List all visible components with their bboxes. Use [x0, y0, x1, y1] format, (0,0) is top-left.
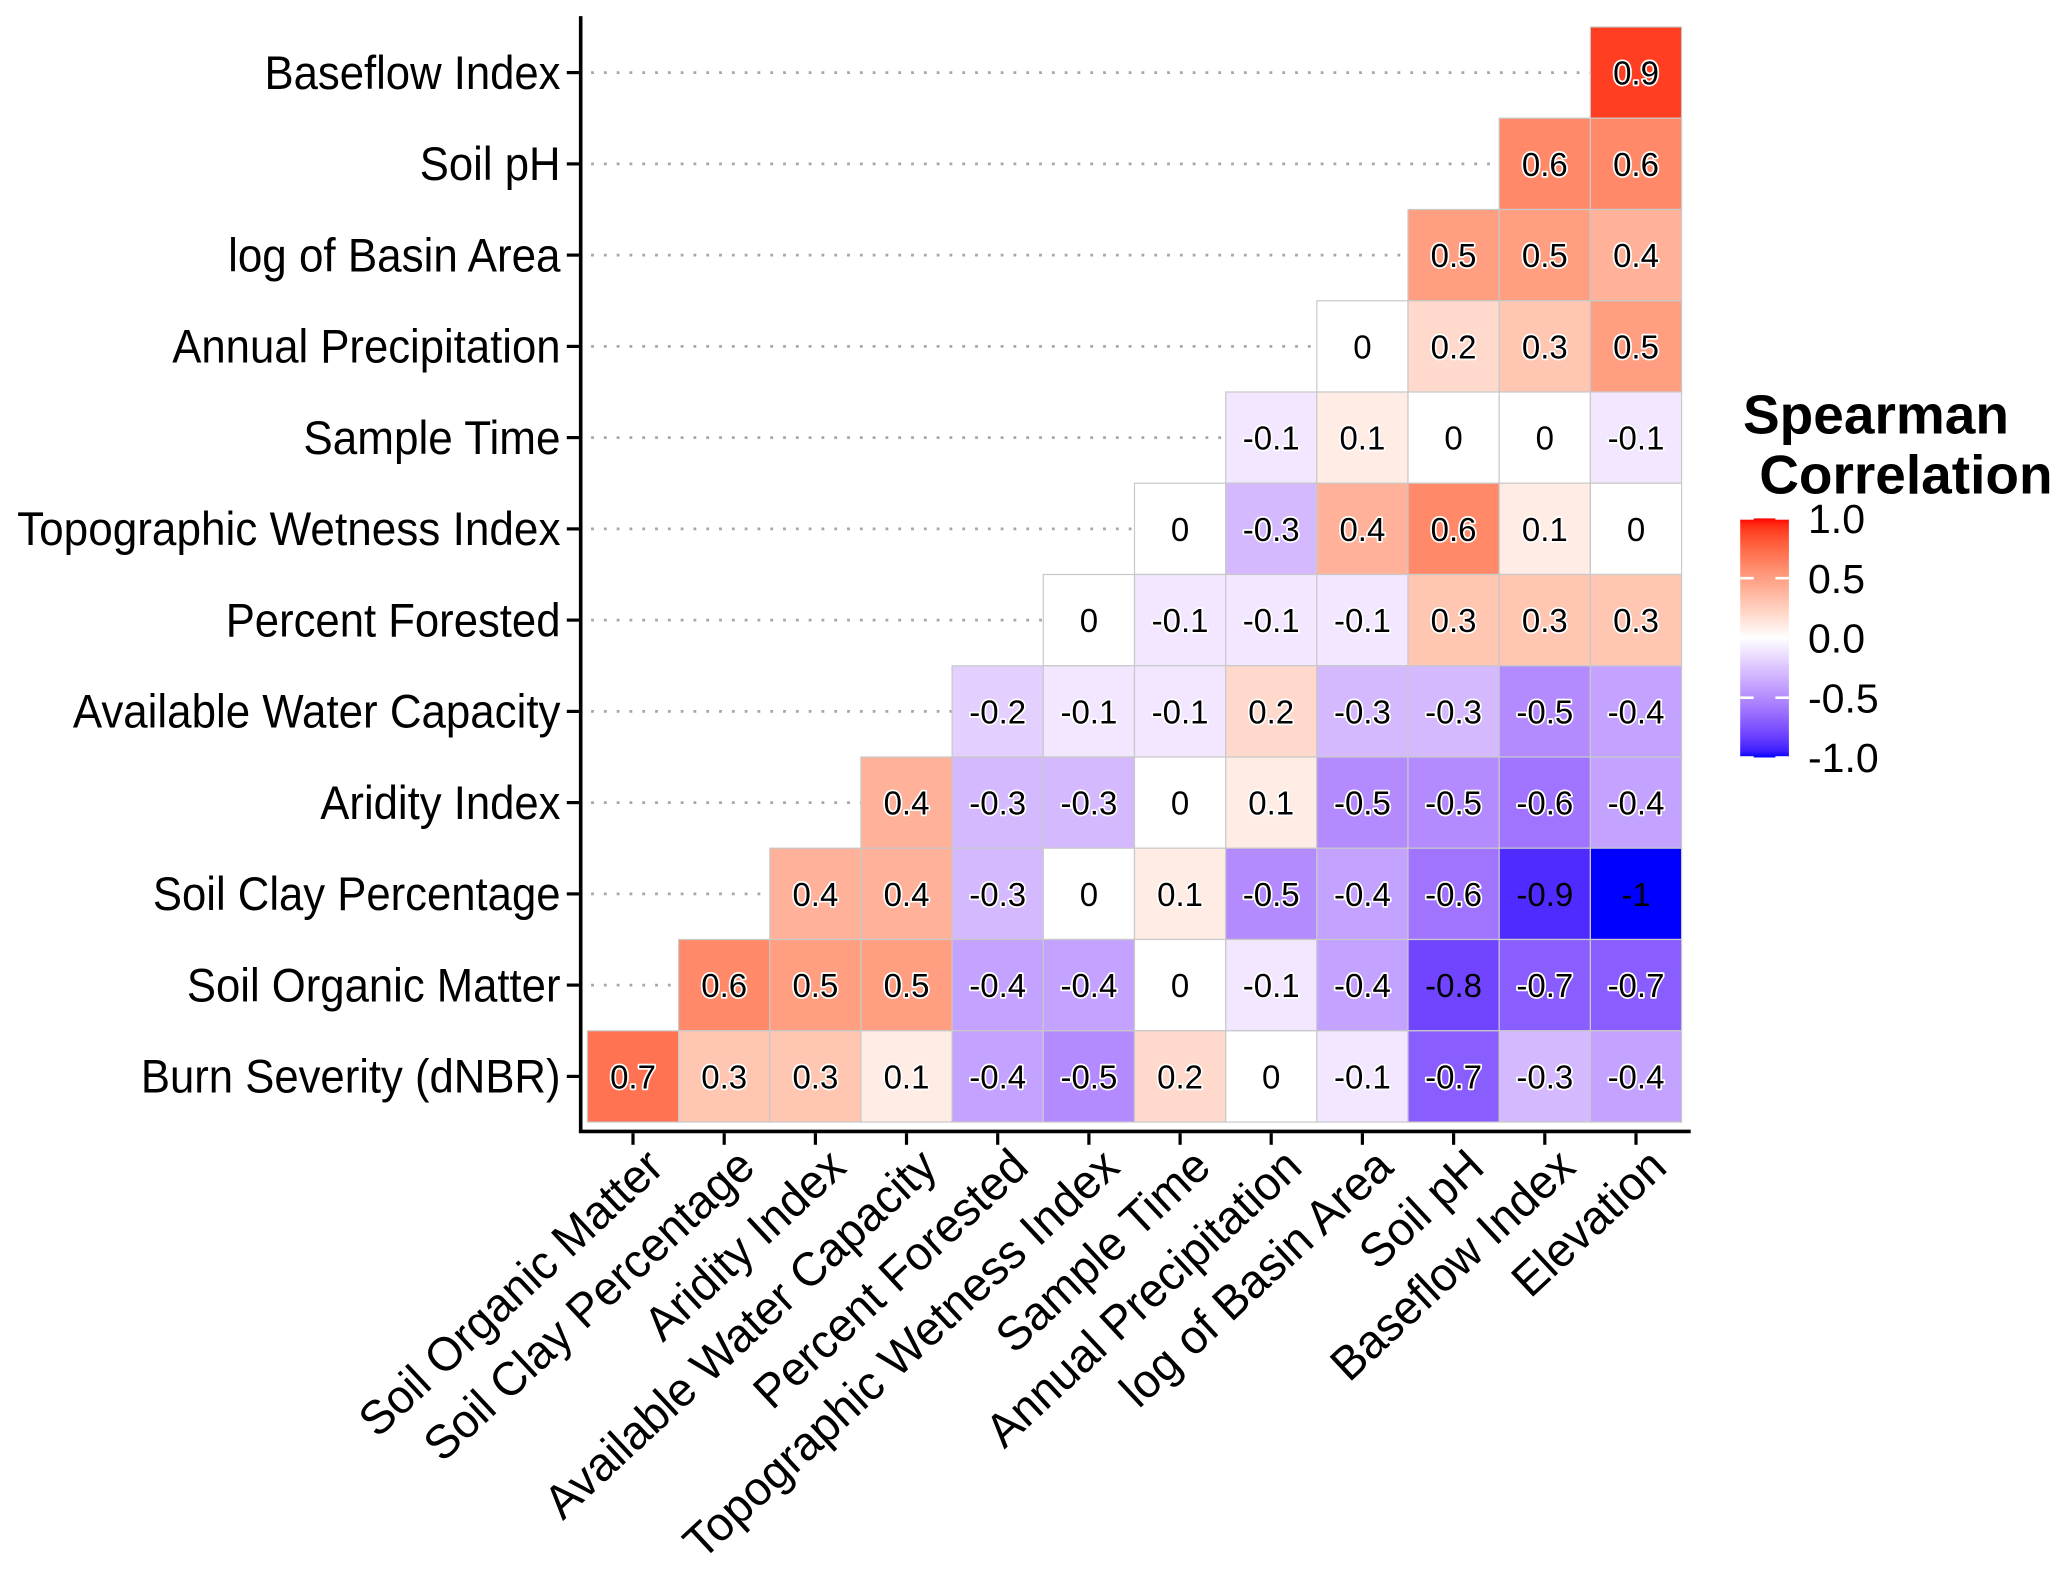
svg-text:1.0: 1.0: [1808, 496, 1865, 542]
svg-text:0.5: 0.5: [1808, 556, 1865, 602]
svg-text:-0.3: -0.3: [969, 785, 1026, 822]
svg-text:-0.3: -0.3: [1243, 511, 1300, 548]
svg-text:Soil pH: Soil pH: [420, 138, 561, 191]
svg-text:Baseflow Index: Baseflow Index: [265, 47, 561, 100]
svg-text:0.5: 0.5: [1613, 329, 1659, 366]
svg-text:-0.7: -0.7: [1608, 967, 1665, 1004]
svg-text:-0.1: -0.1: [1334, 602, 1391, 639]
svg-text:Soil Clay Percentage: Soil Clay Percentage: [153, 868, 561, 921]
svg-text:0.2: 0.2: [1157, 1059, 1203, 1096]
svg-text:0.1: 0.1: [1248, 785, 1294, 822]
svg-text:-0.4: -0.4: [1334, 967, 1391, 1004]
svg-text:0.3: 0.3: [1522, 602, 1568, 639]
svg-text:-0.4: -0.4: [969, 1059, 1026, 1096]
svg-text:0: 0: [1627, 511, 1645, 548]
svg-text:0: 0: [1171, 967, 1189, 1004]
svg-text:-0.5: -0.5: [1516, 694, 1573, 731]
svg-text:-0.4: -0.4: [1060, 967, 1117, 1004]
svg-text:0.3: 0.3: [792, 1059, 838, 1096]
svg-text:-0.4: -0.4: [1608, 785, 1665, 822]
svg-text:0.3: 0.3: [1431, 602, 1477, 639]
svg-text:0.1: 0.1: [1157, 876, 1203, 913]
svg-text:0: 0: [1353, 329, 1371, 366]
svg-text:-0.5: -0.5: [1060, 1059, 1117, 1096]
svg-text:0.4: 0.4: [884, 785, 930, 822]
svg-text:-0.5: -0.5: [1808, 675, 1879, 721]
svg-text:-0.3: -0.3: [969, 876, 1026, 913]
svg-text:0: 0: [1171, 785, 1189, 822]
svg-text:0.6: 0.6: [1431, 511, 1477, 548]
svg-text:0.4: 0.4: [792, 876, 838, 913]
svg-text:-0.4: -0.4: [1608, 1059, 1665, 1096]
svg-text:Available Water Capacity: Available Water Capacity: [73, 686, 561, 739]
svg-text:Annual Precipitation: Annual Precipitation: [172, 321, 560, 374]
svg-text:-0.1: -0.1: [1243, 420, 1300, 457]
svg-text:0: 0: [1171, 511, 1189, 548]
svg-text:Aridity Index: Aridity Index: [320, 777, 560, 830]
svg-text:-0.7: -0.7: [1425, 1059, 1482, 1096]
svg-text:-0.4: -0.4: [969, 967, 1026, 1004]
svg-text:0.2: 0.2: [1248, 694, 1294, 731]
svg-text:-0.1: -0.1: [1243, 602, 1300, 639]
svg-text:log of Basin Area: log of Basin Area: [228, 229, 561, 282]
svg-text:0.2: 0.2: [1431, 329, 1477, 366]
svg-text:-0.9: -0.9: [1516, 876, 1573, 913]
svg-text:-0.6: -0.6: [1425, 876, 1482, 913]
svg-text:Percent Forested: Percent Forested: [226, 594, 561, 647]
svg-text:-0.1: -0.1: [1243, 967, 1300, 1004]
svg-text:-0.4: -0.4: [1608, 694, 1665, 731]
svg-text:0.0: 0.0: [1808, 616, 1865, 662]
svg-text:-0.5: -0.5: [1334, 785, 1391, 822]
svg-text:Topographic Wetness Index: Topographic Wetness Index: [17, 503, 561, 556]
svg-text:Spearman: Spearman: [1743, 384, 2009, 446]
svg-text:Soil Organic Matter: Soil Organic Matter: [187, 959, 561, 1012]
svg-text:0.1: 0.1: [884, 1059, 930, 1096]
svg-text:0.4: 0.4: [884, 876, 930, 913]
svg-text:-0.5: -0.5: [1425, 785, 1482, 822]
svg-text:-0.8: -0.8: [1425, 967, 1482, 1004]
svg-text:0.3: 0.3: [1522, 329, 1568, 366]
svg-text:0.7: 0.7: [610, 1059, 656, 1096]
svg-text:0.3: 0.3: [701, 1059, 747, 1096]
svg-text:0.6: 0.6: [1613, 146, 1659, 183]
svg-text:0.5: 0.5: [884, 967, 930, 1004]
svg-text:0.5: 0.5: [1431, 237, 1477, 274]
svg-text:0: 0: [1080, 602, 1098, 639]
svg-text:0.9: 0.9: [1613, 55, 1659, 92]
svg-text:0.5: 0.5: [1522, 237, 1568, 274]
svg-text:0.4: 0.4: [1339, 511, 1385, 548]
svg-text:-0.1: -0.1: [1152, 694, 1209, 731]
svg-text:-0.4: -0.4: [1334, 876, 1391, 913]
svg-text:0.6: 0.6: [1522, 146, 1568, 183]
svg-text:0: 0: [1262, 1059, 1280, 1096]
svg-text:-0.1: -0.1: [1152, 602, 1209, 639]
svg-text:-0.5: -0.5: [1243, 876, 1300, 913]
svg-text:0: 0: [1080, 876, 1098, 913]
svg-text:-0.1: -0.1: [1060, 694, 1117, 731]
svg-text:Sample Time: Sample Time: [303, 412, 560, 465]
svg-text:0: 0: [1536, 420, 1554, 457]
svg-text:-0.3: -0.3: [1334, 694, 1391, 731]
svg-text:0.3: 0.3: [1613, 602, 1659, 639]
svg-text:0.5: 0.5: [792, 967, 838, 1004]
svg-text:-1.0: -1.0: [1808, 735, 1879, 781]
svg-text:Correlation: Correlation: [1759, 444, 2052, 506]
svg-text:-0.1: -0.1: [1608, 420, 1665, 457]
svg-text:0.6: 0.6: [701, 967, 747, 1004]
svg-text:0.1: 0.1: [1339, 420, 1385, 457]
svg-text:Burn Severity (dNBR): Burn Severity (dNBR): [141, 1051, 561, 1104]
svg-text:-0.3: -0.3: [1060, 785, 1117, 822]
svg-text:-0.2: -0.2: [969, 694, 1026, 731]
svg-text:0.4: 0.4: [1613, 237, 1659, 274]
svg-text:-0.3: -0.3: [1425, 694, 1482, 731]
svg-text:-0.3: -0.3: [1516, 1059, 1573, 1096]
svg-text:-0.6: -0.6: [1516, 785, 1573, 822]
svg-text:0.1: 0.1: [1522, 511, 1568, 548]
svg-text:0: 0: [1444, 420, 1462, 457]
svg-text:-0.1: -0.1: [1334, 1059, 1391, 1096]
svg-text:-1: -1: [1621, 876, 1650, 913]
svg-text:-0.7: -0.7: [1516, 967, 1573, 1004]
